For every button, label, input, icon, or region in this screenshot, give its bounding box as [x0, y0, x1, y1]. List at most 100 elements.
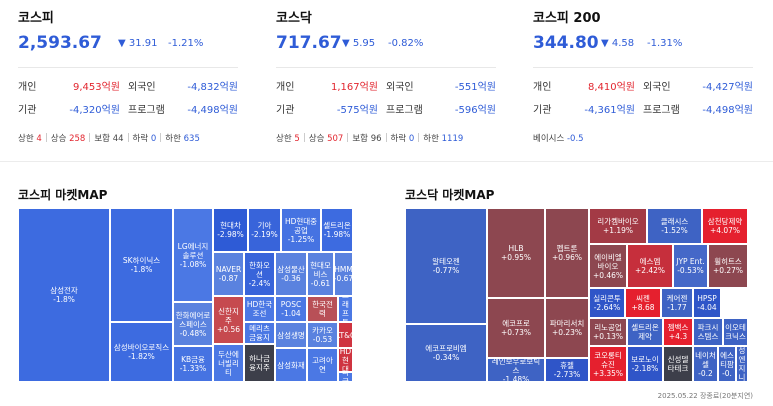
treemap-cell[interactable]: 리노공업 +0.13% — [589, 318, 627, 346]
treemap-cell[interactable]: 기아 -2.19% — [248, 208, 281, 252]
treemap-cell[interactable]: 보로노이 -2.18% — [627, 346, 663, 382]
treemap-cell[interactable]: 알테오젠 -0.77% — [405, 208, 487, 324]
stock-change: +1.19% — [602, 226, 634, 235]
treemap-cell[interactable]: HMM -0.67 — [334, 252, 353, 296]
treemap-cell[interactable]: 삼성바이오로직스 -1.82% — [110, 322, 173, 382]
index-change-pct: -1.31% — [647, 38, 683, 49]
stock-change: -1.77 — [667, 303, 687, 312]
investor-value: -4,498억원 — [702, 105, 753, 116]
treemap-cell[interactable]: 레인보우로보틱스 -1.48% — [487, 358, 545, 382]
treemap-cell[interactable]: HD한국조선 — [244, 296, 275, 322]
breadth-value: 44 — [112, 134, 124, 144]
treemap-cell[interactable]: 한국전력 — [307, 296, 338, 322]
treemap-cell[interactable]: 한화오션 -2.4% — [244, 252, 275, 296]
treemap-cell[interactable]: 삼천당제약 +4.07% — [702, 208, 748, 244]
treemap-cell[interactable]: 삼성화재 — [275, 348, 307, 382]
breadth-value: 0 — [150, 134, 157, 144]
treemap-cell[interactable]: HLB +0.95% — [487, 208, 545, 298]
treemap-cell[interactable]: 네이처셀 -0.2 — [693, 346, 718, 382]
treemap-cell[interactable]: 에스티팜 -0. — [718, 346, 736, 382]
stock-change: -0.53 — [312, 335, 333, 344]
treemap-cell[interactable]: 파마리서치 +0.23% — [545, 298, 589, 358]
treemap-cell[interactable]: 우리금융 — [338, 372, 353, 382]
stock-name: 삼성화재 — [277, 360, 305, 370]
treemap-cell[interactable]: 크래프톤 — [338, 296, 353, 322]
treemap-cell[interactable]: POSC -1.04 — [275, 296, 307, 322]
treemap-cell[interactable]: JYP Ent. -0.53% — [673, 244, 708, 288]
separator — [127, 133, 129, 142]
treemap-cell[interactable]: HD현대중공업 -1.25% — [281, 208, 321, 252]
treemap-cell[interactable]: 이오테크닉스 — [723, 318, 748, 346]
index-name[interactable]: 코스피 200 — [533, 11, 601, 26]
treemap-cell[interactable]: 케어젠 -1.77 — [661, 288, 693, 318]
separator — [160, 133, 162, 142]
treemap-cell[interactable]: 메리츠금융지 — [244, 322, 275, 344]
treemap-cell[interactable]: 고려아연 — [307, 348, 338, 382]
index-name[interactable]: 코스닥 — [276, 11, 312, 26]
index-panel[interactable]: 코스피 200 344.80 ▼ 4.58 -1.31% 개인 8,410억원 외국인… — [533, 0, 753, 160]
stock-name: 에이비엘바이오 — [594, 252, 622, 271]
treemap-cell[interactable]: 두산에너빌리티 — [213, 344, 244, 382]
treemap-cell[interactable]: HPSP -4.04 — [693, 288, 721, 318]
index-name[interactable]: 코스피 — [18, 11, 54, 26]
breadth-label: 상승 — [308, 134, 325, 144]
treemap-cell[interactable]: 클래시스 -1.52% — [647, 208, 702, 244]
stock-change: -0.34% — [432, 353, 460, 362]
stock-change: -2.98% — [217, 230, 244, 239]
treemap-cell[interactable]: 펩트론 +0.96% — [545, 208, 589, 298]
treemap-cell[interactable]: 삼성생명 — [275, 322, 307, 348]
stock-change: +0.73% — [500, 328, 532, 337]
stock-name: HPSP — [697, 294, 717, 303]
breadth-label: 하락 — [390, 134, 407, 144]
treemap-cell[interactable]: KT&G — [338, 322, 353, 348]
treemap-cell[interactable]: 코오롱티슈진 +3.35% — [589, 346, 627, 382]
treemap-cell[interactable]: 에코프로 +0.73% — [487, 298, 545, 358]
treemap-cell[interactable]: 한화에어로스페이스 -0.48% — [173, 302, 213, 346]
treemap-cell[interactable]: 주성엔지니어 — [736, 346, 748, 382]
treemap-cell[interactable]: 젬백스 +4.3 — [663, 318, 693, 346]
treemap-cell[interactable]: 에이비엘바이오 +0.46% — [589, 244, 627, 288]
stock-name: 케어젠 — [666, 294, 688, 303]
stock-change: -1.8% — [53, 295, 75, 304]
treemap-cell[interactable]: 휠히트스 +0.27% — [708, 244, 748, 288]
stock-name: 한화에어로스페이스 — [175, 310, 211, 329]
treemap-cell[interactable]: KB금융 -1.33% — [173, 346, 213, 382]
index-change-pct: -1.21% — [168, 38, 204, 49]
treemap-cell[interactable]: 하나금융지주 — [244, 344, 275, 382]
treemap-cell[interactable]: NAVER -0.87 — [213, 252, 244, 296]
treemap-cell[interactable]: 신성델타테크 — [663, 346, 693, 382]
index-panel[interactable]: 코스닥 717.67 ▼ 5.95 -0.82% 개인 1,167억원 외국인 -55… — [276, 0, 496, 160]
treemap-cell[interactable]: 씨젠 +8.68 — [625, 288, 661, 318]
breadth-label: 상한 — [276, 134, 292, 144]
stock-name: 휴젤 — [560, 361, 574, 370]
treemap-cell[interactable]: 카카오 -0.53 — [307, 322, 338, 348]
investor-value: -575억원 — [336, 105, 378, 116]
treemap-cell[interactable]: HD현대 — [338, 348, 353, 372]
treemap-cell[interactable]: 에코프로비엠 -0.34% — [405, 324, 487, 382]
treemap-cell[interactable]: SK하이닉스 -1.8% — [110, 208, 173, 322]
treemap-cell[interactable]: 파크시스템스 — [693, 318, 723, 346]
index-summary: 코스피 2,593.67 ▼ 31.91 -1.21% 개인 9,453억원 외국인 … — [0, 0, 773, 162]
stock-name: 에코프로 — [502, 319, 530, 328]
index-panel[interactable]: 코스피 2,593.67 ▼ 31.91 -1.21% 개인 9,453억원 외국인 … — [18, 0, 238, 160]
stock-name: 기아 — [257, 221, 272, 230]
treemap-cell[interactable]: 삼성물산 -0.36 — [275, 252, 307, 296]
treemap-cell[interactable]: 현대차 -2.98% — [213, 208, 248, 252]
stock-change: -2.64% — [593, 303, 621, 312]
treemap-cell[interactable]: 에스엠 +2.42% — [627, 244, 673, 288]
stock-change: -1.25% — [287, 234, 315, 244]
treemap-cell[interactable]: 셀트리온 -1.98% — [321, 208, 353, 252]
stock-change: -0.67 — [334, 274, 353, 283]
stock-name: 두산에너빌리티 — [218, 349, 239, 377]
treemap-cell[interactable]: 현대모비스 -0.61 — [307, 252, 334, 296]
treemap-cell[interactable]: 리가켐바이오 +1.19% — [589, 208, 647, 244]
stock-change: +0.13% — [592, 332, 624, 341]
stock-change: -2.18% — [631, 364, 659, 373]
treemap-cell[interactable]: 신한지주 +0.56 — [213, 296, 244, 344]
treemap-cell[interactable]: 삼성전자 -1.8% — [18, 208, 110, 382]
treemap-cell[interactable]: 셀트리온제약 — [627, 318, 663, 346]
investor-value: -4,498억원 — [187, 105, 238, 116]
treemap-cell[interactable]: 휴젤 -2.73% — [545, 358, 589, 382]
treemap-cell[interactable]: 실리콘투 -2.64% — [589, 288, 625, 318]
treemap-cell[interactable]: LG에너지솔루션 -1.08% — [173, 208, 213, 302]
